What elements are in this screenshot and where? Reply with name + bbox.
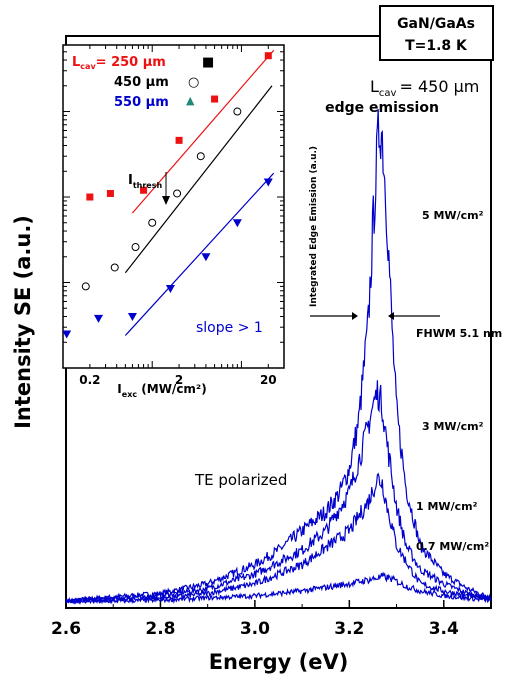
inset-point-circle: [173, 189, 182, 198]
inset-legend: Lcav= 250 μm ■ 450 μm ○ 550 μm ▲: [72, 55, 214, 110]
legend-circle-symbol: ○: [188, 75, 199, 90]
curve-label-5mw: 5 MW/cm²: [422, 209, 484, 222]
main-curves: [65, 109, 492, 606]
inset-xlabel-rest: (MW/cm²): [137, 382, 207, 396]
main-x-tick-label: 3.0: [240, 619, 270, 639]
main-cavity-l: L: [370, 77, 379, 96]
fwhm-annotation: FHWM 5.1 nm: [310, 312, 502, 340]
inset-xlabel-sub: exc: [122, 390, 138, 399]
inset-point-square: [264, 52, 272, 60]
legend-triangle-symbol: ▲: [186, 94, 195, 107]
inset-point-circle: [131, 243, 140, 252]
inset-fit-line-1: [124, 85, 273, 274]
inset-point-square: [86, 193, 94, 201]
threshold-sub: thresh: [133, 181, 163, 190]
inset-fit-line-0: [131, 49, 275, 214]
legend-250-sub: cav: [80, 62, 96, 71]
threshold-annotation: Ithresh: [128, 172, 170, 205]
inset-x-axis-label: Iexc (MW/cm²): [117, 382, 206, 399]
inset-point-square: [106, 189, 114, 197]
inset-x-tick-label: 2: [175, 373, 183, 387]
inset-fit-lines: [124, 49, 275, 336]
inset-point-triangle: [127, 313, 137, 322]
inset-point-triangle: [232, 219, 242, 228]
legend-250-value: = 250 μm: [96, 55, 166, 70]
legend-entry-250: Lcav= 250 μm: [72, 55, 166, 71]
fwhm-right-arrow-head: [388, 312, 394, 320]
inset-ticks: 0.2 2 20: [62, 44, 285, 387]
inset-point-triangle: [62, 330, 72, 339]
main-x-axis-label: Energy (eV): [209, 650, 349, 674]
inset-frame: [62, 44, 285, 369]
inset-points: [62, 52, 273, 339]
main-x-tick-label: 3.4: [429, 619, 459, 639]
slope-label: slope > 1: [196, 320, 263, 336]
curve-label-3mw: 3 MW/cm²: [422, 420, 484, 433]
inset-y-axis-label: Integrated Edge Emission (a.u.): [309, 146, 319, 307]
main-x-tick-label: 2.6: [51, 619, 81, 639]
main-cavity-sub: cav: [379, 88, 397, 99]
inset-point-square: [175, 136, 183, 144]
main-y-axis-label: Intensity SE (a.u.): [11, 215, 35, 429]
inset-point-circle: [233, 107, 242, 116]
threshold-i: I: [128, 173, 133, 188]
inset-point-triangle: [263, 178, 273, 187]
threshold-arrow-head: [162, 196, 170, 205]
spectrum-curve-1: [65, 380, 492, 604]
inset-x-tick-label: 0.2: [79, 373, 100, 387]
spectrum-curve-3: [65, 571, 492, 605]
legend-entry-550: 550 μm: [114, 95, 169, 110]
inset-x-tick-label: 20: [260, 373, 277, 387]
legend-square-symbol: ■: [202, 55, 214, 70]
legend-250-l: L: [72, 55, 80, 70]
polarization-label: TE polarized: [194, 471, 287, 489]
inset-point-circle: [148, 218, 157, 227]
main-plot: 2.6 2.8 3.0 3.2 3.4: [51, 35, 492, 639]
inset-point-square: [211, 95, 219, 103]
fwhm-label: FHWM 5.1 nm: [416, 327, 502, 340]
inset-xlabel-i: I: [117, 382, 121, 396]
threshold-label: Ithresh: [128, 173, 162, 190]
main-x-tick-label: 2.8: [145, 619, 175, 639]
inset-point-square: [140, 186, 148, 194]
inset-point-circle: [81, 282, 90, 291]
inset-plot: 0.2 2 20 Lcav= 250 μm ■ 450 μm ○ 550 μm ▲ …: [62, 44, 319, 399]
inset-point-circle: [196, 152, 205, 161]
main-x-ticks: 2.6 2.8 3.0 3.2 3.4: [51, 600, 459, 639]
main-cavity-length-label: Lcav = 450 μm: [370, 77, 479, 99]
sample-info-box: GaN/GaAs T=1.8 K: [379, 5, 494, 61]
inset-point-triangle: [201, 253, 211, 262]
main-x-tick-label: 3.2: [334, 619, 364, 639]
fwhm-left-arrow-head: [352, 312, 358, 320]
sample-material-label: GaN/GaAs: [397, 16, 475, 32]
edge-emission-label: edge emission: [325, 100, 439, 116]
curve-label-0-7mw: 0.7 MW/cm²: [416, 540, 489, 553]
main-cavity-value: = 450 μm: [399, 77, 479, 96]
curve-label-1mw: 1 MW/cm²: [416, 500, 478, 513]
legend-entry-450: 450 μm: [114, 75, 169, 90]
inset-point-triangle: [165, 285, 175, 294]
inset-point-circle: [110, 263, 119, 272]
inset-fit-line-2: [124, 172, 275, 336]
sample-temperature-label: T=1.8 K: [405, 38, 468, 54]
inset-point-triangle: [94, 314, 104, 323]
spectrum-curve-2: [65, 472, 492, 606]
